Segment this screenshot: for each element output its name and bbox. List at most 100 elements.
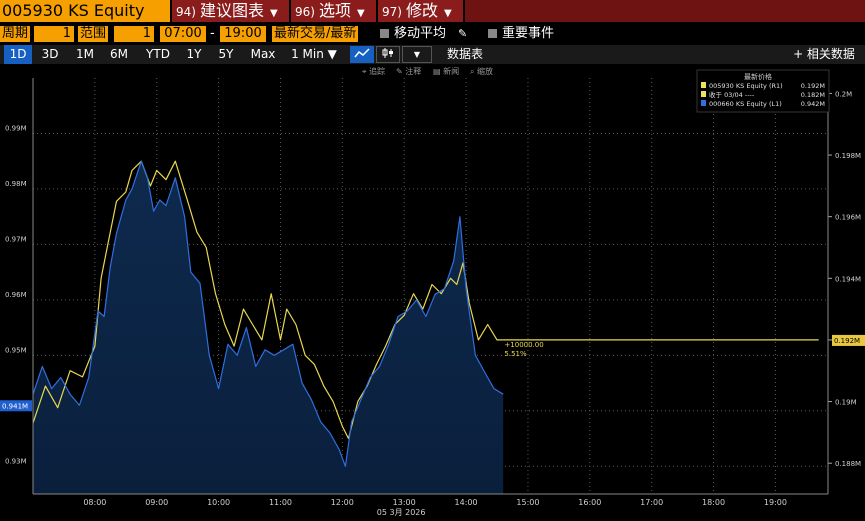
right-axis-tick-label: 0.196M [835,214,861,222]
left-value-badge [0,400,32,412]
left-axis-tick-label: 0.95M [5,346,27,354]
legend-series-value: 0.942M [801,100,825,108]
line-chart-icon[interactable] [350,46,374,63]
news-icon: ▤ [433,67,444,76]
legend-swatch [701,91,706,97]
crosshair-icon: ⌖ [362,67,370,76]
pencil-icon[interactable]: ✎ [458,27,468,40]
parameters-bar: 周期 1 范围 1 07:00 - 19:00 最新交易/最新 移动平均 ✎ 重… [0,24,865,44]
zoom-icon: ⌕ [470,67,478,76]
pen-icon: ✎ [396,67,406,76]
right-axis-tick-label: 0.194M [835,275,861,283]
x-tick-label: 13:00 [393,498,416,507]
legend-swatch [701,82,706,88]
news-label: 新闻 [443,67,460,76]
end-time-input[interactable]: 19:00 [220,26,266,42]
legend-series-name: 005930 KS Equity (R1) [709,82,783,90]
events-label: 重要事件 [502,26,555,41]
left-value-badge-text: 0.941M [2,402,28,410]
caret-down-icon: ▼ [356,8,365,19]
period-max[interactable]: Max [250,47,276,61]
percent-annotation: 5.51% [504,350,527,358]
track-label: 追踪 [369,67,386,76]
right-axis-tick-label: 0.188M [835,460,861,468]
period-1d[interactable]: 1D [4,45,32,64]
left-axis-tick-label: 0.93M [5,457,27,465]
related-data-button[interactable]: + 相关数据 [793,47,855,61]
change-annotation: +10000.00 [504,341,543,349]
start-time-input[interactable]: 07:00 [160,26,206,42]
zoom-tool[interactable]: ⌕ 缩放 [470,66,493,78]
news-tool[interactable]: ▤ 新闻 [433,66,459,78]
menu-bar-filler [465,0,865,22]
x-tick-label: 18:00 [702,498,725,507]
range-input[interactable]: 1 [114,26,154,42]
annotate-label: 注释 [405,67,422,76]
right-axis-tick-label: 0.2M [835,90,852,98]
left-axis-tick-label: 0.97M [5,235,27,243]
legend-header: 最新价格 [744,72,772,81]
period-bar: 1D 3D 1M 6M YTD 1Y 5Y Max 1 Min ▼ ▼ 数据表 … [0,45,865,64]
x-tick-label: 17:00 [640,498,663,507]
caret-down-icon: ▼ [443,8,452,19]
last-trade-select[interactable]: 最新交易/最新 [272,26,359,42]
menu-number: 94) [176,5,196,19]
options-menu[interactable]: 96) 选项 ▼ [291,0,376,22]
legend-series-value: 0.182M [801,91,825,99]
period-1y[interactable]: 1Y [186,47,202,61]
series-line [32,160,819,440]
right-value-badge-text: 0.192M [834,337,860,345]
annotate-tool[interactable]: ✎ 注释 [396,66,421,78]
right-value-badge [832,334,865,346]
function-bar: 005930 KS Equity 94) 建议图表 ▼ 96) 选项 ▼ 97) 修改 ▼ [0,0,865,22]
period-3d[interactable]: 3D [41,47,59,61]
legend-series-value: 0.192M [801,82,825,90]
x-tick-label: 11:00 [269,498,292,507]
x-tick-label: 16:00 [578,498,601,507]
left-axis-tick-label: 0.96M [5,291,27,299]
legend-swatch [701,100,706,106]
chart-type-dropdown[interactable]: ▼ [402,46,432,63]
series-line [32,160,504,467]
candle-chart-icon[interactable] [376,46,400,63]
period-5y[interactable]: 5Y [218,47,234,61]
legend-box [696,69,830,113]
events-checkbox[interactable] [488,29,497,38]
menu-label: 修改 [405,1,438,20]
period-ytd[interactable]: YTD [146,47,170,61]
x-tick-label: 09:00 [145,498,168,507]
period-label: 周期 [0,26,31,42]
menu-number: 96) [295,5,315,19]
x-tick-label: 08:00 [83,498,106,507]
zoom-label: 缩放 [477,67,494,76]
interval-select[interactable]: 1 Min ▼ [291,47,337,61]
x-tick-label: 19:00 [764,498,787,507]
right-axis-tick-label: 0.19M [835,399,857,407]
price-chart[interactable]: 08:00 09:00 10:00 11:00 12:00 13:00 14:00 15:00… [0,64,865,521]
time-separator: - [210,26,215,41]
period-1m[interactable]: 1M [76,47,94,61]
edit-menu[interactable]: 97) 修改 ▼ [378,0,463,22]
track-tool[interactable]: ⌖ 追踪 [362,66,385,78]
x-tick-label: 15:00 [516,498,539,507]
period-6m[interactable]: 6M [110,47,128,61]
right-axis-tick-label: 0.198M [835,152,861,160]
x-tick-label: 14:00 [455,498,478,507]
period-input[interactable]: 1 [34,26,74,42]
ticker-field[interactable]: 005930 KS Equity [0,0,170,22]
range-label: 范围 [78,26,109,42]
x-tick-label: 10:00 [207,498,230,507]
x-tick-label: 12:00 [331,498,354,507]
date-label: 05 3月 2026 [377,508,426,517]
menu-label: 建议图表 [199,1,264,20]
series-area-fill [33,161,504,494]
suggest-charts-menu[interactable]: 94) 建议图表 ▼ [172,0,289,22]
caret-down-icon: ▼ [269,8,278,19]
menu-number: 97) [382,5,402,19]
data-table-button[interactable]: 数据表 [446,47,483,61]
moving-average-checkbox[interactable] [380,29,389,38]
left-axis-tick-label: 0.98M [5,180,27,188]
legend-series-name: 000660 KS Equity (L1) [709,100,782,108]
moving-average-label: 移动平均 [394,26,447,41]
left-axis-tick-label: 0.99M [5,124,27,132]
